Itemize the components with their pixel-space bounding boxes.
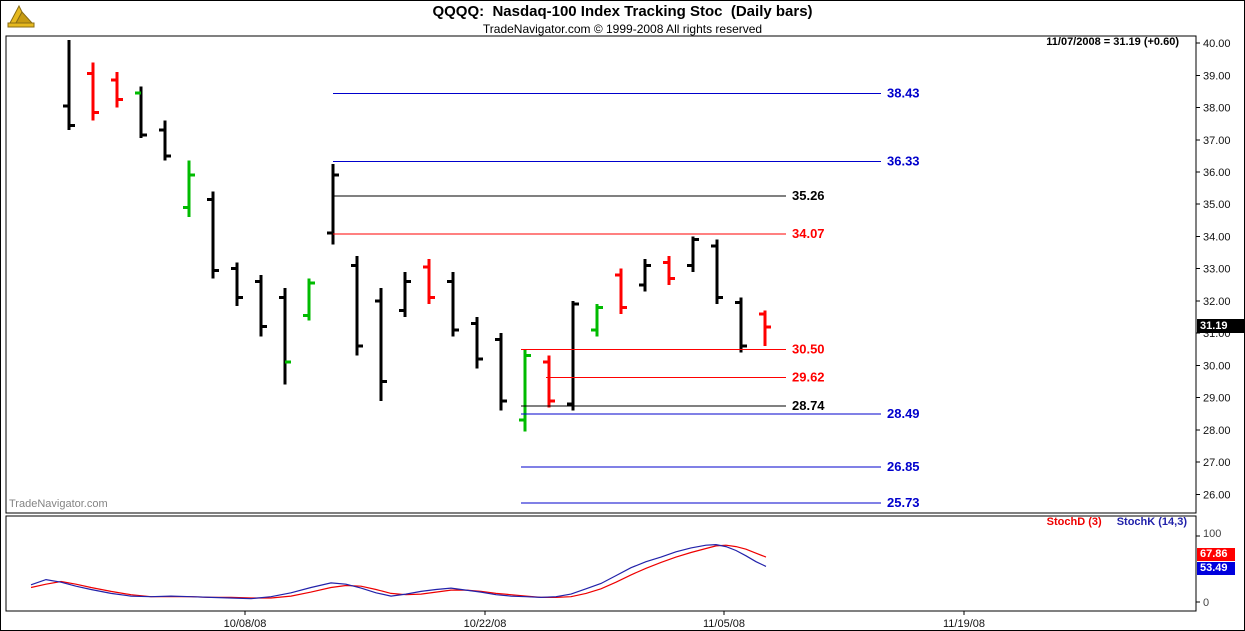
stoch-legend: StochD (3) StochK (14,3) — [1035, 516, 1187, 528]
level-label: 28.74 — [792, 398, 825, 413]
date-axis-label: 11/19/08 — [943, 618, 985, 630]
gold-sail-logo-icon — [7, 4, 35, 28]
app-logo-icon[interactable] — [6, 3, 36, 34]
price-axis-tick: 35.00 — [1203, 199, 1231, 211]
stochk-line — [30, 543, 767, 600]
price-axis-tick: 30.00 — [1203, 360, 1231, 372]
date-axis-label: 11/05/08 — [703, 618, 745, 630]
watermark: TradeNavigator.com — [9, 498, 108, 510]
price-axis-tick: 26.00 — [1203, 489, 1231, 501]
price-axis-tick: 37.00 — [1203, 135, 1231, 147]
price-axis-tick: 27.00 — [1203, 457, 1231, 469]
last-quote-readout: 11/07/2008 = 31.19 (+0.60) — [1046, 36, 1179, 48]
price-axis-tick: 28.00 — [1203, 425, 1231, 437]
current-price-badge: 31.19 — [1197, 319, 1244, 333]
level-label: 38.43 — [887, 86, 920, 101]
level-label: 28.49 — [887, 406, 920, 421]
stochk-label: StochK (14,3) — [1116, 516, 1187, 528]
stochd-label: StochD (3) — [1046, 516, 1102, 528]
stoch-axis-min: 0 — [1203, 597, 1210, 609]
level-label: 30.50 — [792, 341, 825, 356]
price-axis-tick: 29.00 — [1203, 393, 1231, 405]
chart-subtitle: TradeNavigator.com © 1999-2008 All right… — [482, 22, 763, 36]
price-axis-tick: 32.00 — [1203, 296, 1231, 308]
stoch-pane[interactable] — [5, 515, 1197, 612]
level-label: 25.73 — [887, 495, 920, 510]
price-axis-tick: 33.00 — [1203, 264, 1231, 276]
price-axis-tick: 36.00 — [1203, 167, 1231, 179]
stochd-line — [30, 544, 767, 599]
level-label: 35.26 — [792, 188, 825, 203]
stochk-value-badge: 53.49 — [1197, 562, 1235, 575]
stochd-value-badge: 67.86 — [1197, 548, 1235, 561]
level-label: 26.85 — [887, 459, 920, 474]
stoch-axis-max: 100 — [1203, 528, 1222, 540]
date-axis-label: 10/08/08 — [224, 618, 267, 630]
main-chart-pane[interactable] — [5, 35, 1197, 514]
price-axis-tick: 40.00 — [1203, 38, 1231, 50]
price-axis-tick: 38.00 — [1203, 103, 1231, 115]
date-axis-label: 10/22/08 — [464, 618, 507, 630]
level-label: 34.07 — [792, 226, 825, 241]
chart-title: QQQQ: Nasdaq-100 Index Tracking Stoc (Da… — [432, 3, 813, 20]
price-axis-tick: 34.00 — [1203, 231, 1231, 243]
level-label: 36.33 — [887, 153, 920, 168]
price-axis-tick: 39.00 — [1203, 70, 1231, 82]
level-label: 29.62 — [792, 370, 825, 385]
